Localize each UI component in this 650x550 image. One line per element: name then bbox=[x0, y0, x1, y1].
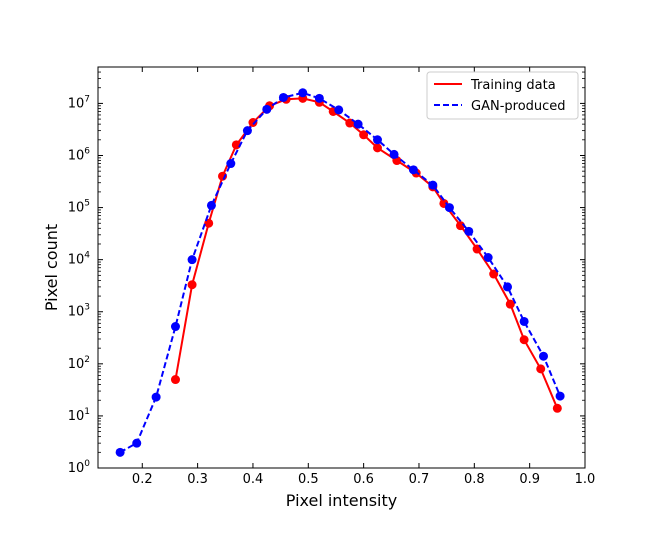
data-point-training-data bbox=[489, 269, 499, 279]
data-point-gan-produced bbox=[555, 391, 565, 401]
data-point-gan-produced bbox=[226, 159, 236, 169]
data-point-gan-produced bbox=[464, 226, 474, 236]
data-point-gan-produced bbox=[170, 322, 180, 332]
data-point-gan-produced bbox=[353, 119, 363, 129]
legend-label-training-data: Training data bbox=[470, 78, 556, 93]
data-point-training-data bbox=[372, 143, 382, 153]
data-point-gan-produced bbox=[278, 92, 288, 102]
data-point-gan-produced bbox=[538, 351, 548, 361]
x-tick-label: 0.4 bbox=[243, 472, 264, 487]
legend-label-gan-produced: GAN-produced bbox=[471, 99, 566, 114]
x-tick-label: 0.8 bbox=[464, 472, 485, 487]
data-point-gan-produced bbox=[519, 316, 529, 326]
x-axis-label: Pixel intensity bbox=[286, 491, 397, 510]
y-tick-label: 103 bbox=[68, 303, 90, 320]
data-point-gan-produced bbox=[262, 104, 272, 114]
data-point-gan-produced bbox=[206, 200, 216, 210]
data-point-training-data bbox=[455, 221, 465, 231]
y-axis-label: Pixel count bbox=[42, 224, 61, 311]
data-point-gan-produced bbox=[314, 93, 324, 103]
data-point-training-data bbox=[231, 140, 241, 150]
data-point-gan-produced bbox=[428, 180, 438, 190]
plot-area bbox=[98, 67, 585, 468]
y-tick-label: 107 bbox=[68, 94, 90, 111]
data-point-gan-produced bbox=[334, 105, 344, 115]
x-tick-label: 0.7 bbox=[409, 472, 430, 487]
plot-frame bbox=[97, 66, 586, 469]
data-point-gan-produced bbox=[389, 149, 399, 159]
data-point-gan-produced bbox=[444, 203, 454, 213]
data-point-gan-produced bbox=[298, 88, 308, 98]
data-point-gan-produced bbox=[132, 438, 142, 448]
legend-box bbox=[426, 71, 579, 120]
data-point-gan-produced bbox=[372, 135, 382, 145]
x-tick-label: 0.9 bbox=[519, 472, 540, 487]
series-layer bbox=[115, 88, 565, 457]
data-point-gan-produced bbox=[151, 392, 161, 402]
y-tick-label: 106 bbox=[68, 146, 91, 163]
x-tick-label: 0.6 bbox=[353, 472, 374, 487]
legend: Training data GAN-produced bbox=[426, 71, 579, 120]
y-tick-label: 101 bbox=[68, 407, 90, 424]
data-point-training-data bbox=[519, 335, 529, 345]
data-point-gan-produced bbox=[115, 447, 125, 457]
x-tick-label: 0.3 bbox=[187, 472, 208, 487]
data-point-gan-produced bbox=[187, 255, 197, 265]
data-point-training-data bbox=[170, 375, 180, 385]
y-tick-label: 105 bbox=[68, 199, 90, 216]
data-point-training-data bbox=[505, 299, 515, 309]
data-point-gan-produced bbox=[408, 165, 418, 175]
data-point-training-data bbox=[536, 364, 546, 374]
data-point-gan-produced bbox=[242, 126, 252, 136]
x-tick-label: 1.0 bbox=[575, 472, 596, 487]
x-tick-label: 0.2 bbox=[132, 472, 153, 487]
data-point-gan-produced bbox=[503, 282, 513, 292]
data-point-training-data bbox=[359, 130, 369, 140]
y-tick-label: 100 bbox=[68, 459, 91, 476]
y-tick-label: 104 bbox=[68, 251, 91, 268]
data-point-training-data bbox=[187, 280, 197, 290]
y-tick-label: 102 bbox=[68, 355, 90, 372]
data-point-gan-produced bbox=[483, 253, 493, 263]
data-point-training-data bbox=[552, 403, 562, 413]
x-tick-label: 0.5 bbox=[298, 472, 319, 487]
data-point-training-data bbox=[248, 117, 258, 127]
